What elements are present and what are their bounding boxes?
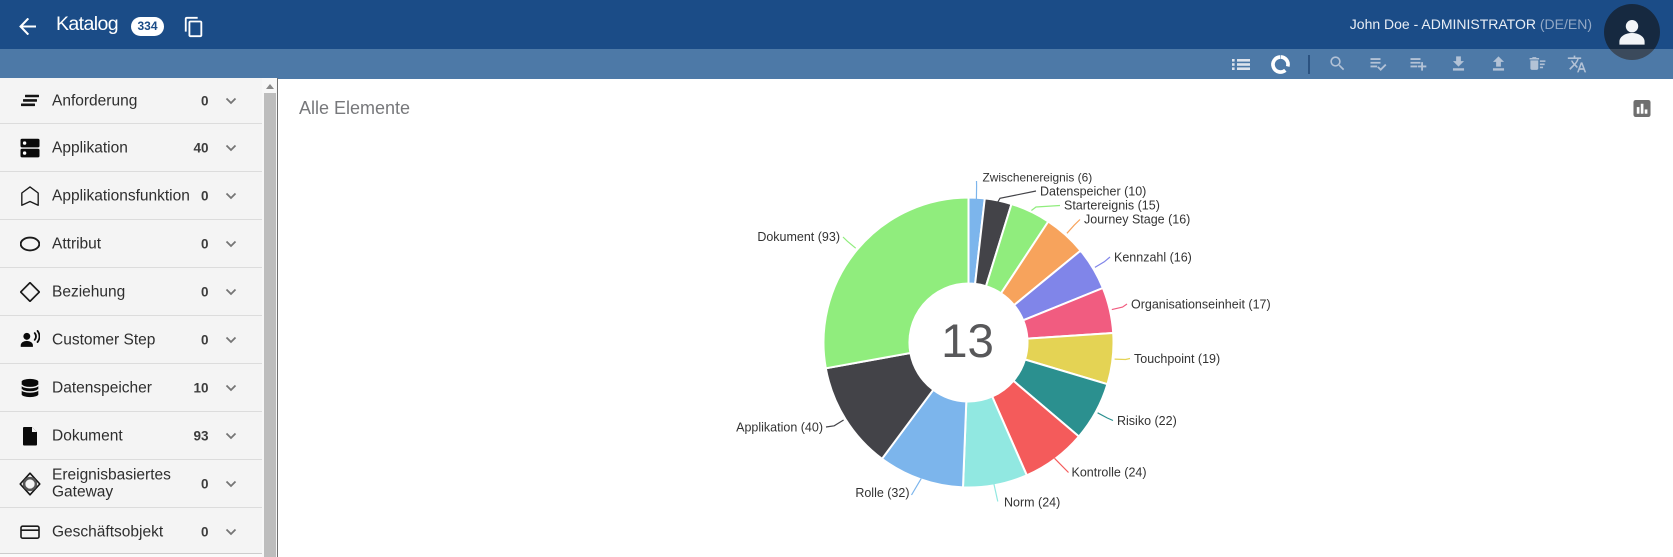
svg-text:Startereignis (15): Startereignis (15): [1064, 199, 1160, 213]
svg-text:Kontrolle (24): Kontrolle (24): [1072, 466, 1147, 480]
svg-text:Kennzahl (16): Kennzahl (16): [1114, 251, 1192, 265]
svg-text:Applikation (40): Applikation (40): [736, 421, 823, 435]
svg-text:Organisationseinheit (17): Organisationseinheit (17): [1131, 298, 1271, 312]
svg-text:Touchpoint (19): Touchpoint (19): [1134, 352, 1220, 366]
svg-text:Dokument (93): Dokument (93): [757, 230, 840, 244]
svg-text:13: 13: [941, 315, 994, 368]
svg-text:Rolle (32): Rolle (32): [855, 486, 909, 500]
svg-text:Journey Stage (16): Journey Stage (16): [1084, 213, 1190, 227]
svg-text:Zwischenereignis (6): Zwischenereignis (6): [983, 171, 1093, 185]
svg-text:Risiko (22): Risiko (22): [1117, 414, 1177, 428]
svg-text:Norm (24): Norm (24): [1004, 496, 1060, 510]
svg-text:Datenspeicher (10): Datenspeicher (10): [1040, 185, 1146, 199]
